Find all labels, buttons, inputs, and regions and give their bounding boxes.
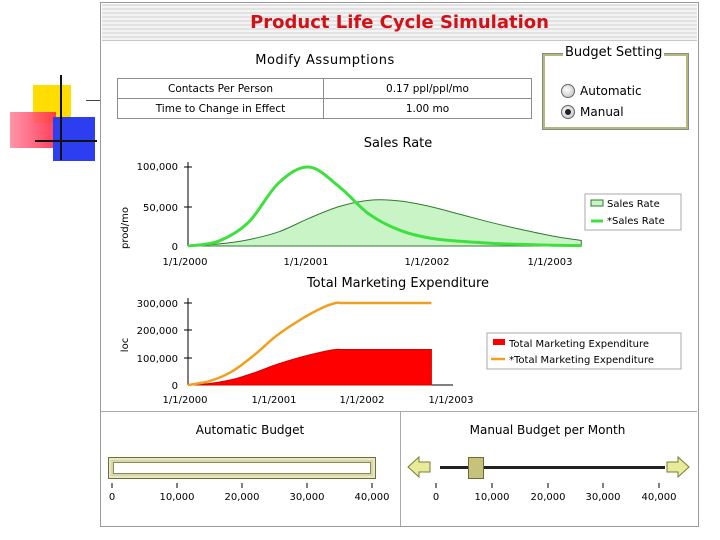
- automatic-budget-title: Automatic Budget: [195, 423, 305, 437]
- marketing-chart-ylabel: loc: [120, 338, 131, 352]
- legend-sales-rate: Sales Rate: [607, 199, 660, 210]
- marketing-expenditure-chart: Total Marketing Expenditure loc 300,000 …: [120, 276, 682, 406]
- radio-manual-indicator[interactable]: [561, 105, 575, 119]
- auto-tick-label: 10,000: [160, 492, 195, 503]
- auto-tick-label: 0: [109, 492, 115, 503]
- decrease-arrow-icon[interactable]: [407, 456, 431, 478]
- assumptions-title: Modify Assumptions: [255, 53, 395, 68]
- legend-star-sales-rate: *Sales Rate: [607, 216, 665, 227]
- automatic-budget-bar-fill: [113, 462, 371, 474]
- bottom-center-divider: [400, 411, 401, 526]
- marketing-xtick-label: 1/1/2002: [340, 395, 385, 406]
- decor-vertical-line: [60, 75, 62, 160]
- radio-automatic-label: Automatic: [580, 84, 642, 98]
- sales-xtick-label: 1/1/2003: [528, 257, 573, 268]
- sales-rate-chart: Sales Rate prod/mo 100,000 50,000 0 1/1/…: [120, 136, 682, 268]
- manual-budget-title: Manual Budget per Month: [469, 423, 626, 437]
- total-marketing-area: [187, 348, 432, 386]
- star-sales-rate-line: [187, 165, 582, 248]
- decor-red-square: [10, 112, 56, 148]
- legend-star-total-marketing: *Total Marketing Expenditure: [509, 355, 654, 366]
- title-bar: Product Life Cycle Simulation: [102, 4, 697, 41]
- bottom-divider: [101, 411, 697, 412]
- star-total-marketing-line: [187, 301, 432, 387]
- radio-manual[interactable]: Manual: [561, 105, 624, 119]
- automatic-budget-bar[interactable]: [108, 457, 376, 479]
- assumption-label-contacts: Contacts Per Person: [117, 78, 324, 99]
- assumption-label-time: Time to Change in Effect: [117, 98, 324, 119]
- sales-ytick-label: 50,000: [143, 203, 178, 214]
- sales-ytick-label: 100,000: [137, 162, 178, 173]
- manual-budget-track[interactable]: [440, 466, 665, 469]
- sales-xtick-label: 1/1/2002: [405, 257, 450, 268]
- radio-automatic[interactable]: Automatic: [561, 84, 642, 98]
- radio-automatic-indicator[interactable]: [561, 84, 575, 98]
- auto-tick-label: 20,000: [225, 492, 260, 503]
- manual-tick-label: 20,000: [531, 492, 566, 503]
- sales-xtick-label: 1/1/2000: [163, 257, 208, 268]
- marketing-ytick-label: 200,000: [137, 326, 178, 337]
- sales-legend: Sales Rate *Sales Rate: [584, 193, 682, 231]
- marketing-ytick-label: 100,000: [137, 354, 178, 365]
- assumption-row-time: Time to Change in Effect 1.00 mo: [117, 98, 532, 119]
- auto-tick-label: 40,000: [355, 492, 390, 503]
- legend-swatch-sales-rate: [590, 199, 604, 207]
- assumption-row-contacts: Contacts Per Person 0.17 ppl/ppl/mo: [117, 78, 532, 99]
- sales-ytick-label: 0: [172, 242, 178, 253]
- marketing-xtick-label: 1/1/2003: [429, 395, 474, 406]
- budget-setting-group: Budget Setting Automatic Manual: [542, 45, 689, 130]
- manual-tick-label: 10,000: [475, 492, 510, 503]
- legend-total-marketing: Total Marketing Expenditure: [508, 339, 649, 350]
- sales-xtick-label: 1/1/2001: [284, 257, 329, 268]
- marketing-ytick-label: 300,000: [137, 299, 178, 310]
- assumptions-table: Contacts Per Person 0.17 ppl/ppl/mo Time…: [117, 78, 532, 119]
- marketing-chart-title: Total Marketing Expenditure: [306, 276, 489, 291]
- budget-setting-title: Budget Setting: [563, 45, 665, 60]
- manual-budget-thumb[interactable]: [468, 457, 485, 479]
- app-title: Product Life Cycle Simulation: [250, 12, 549, 33]
- auto-tick-label: 30,000: [290, 492, 325, 503]
- assumption-value-contacts[interactable]: 0.17 ppl/ppl/mo: [323, 78, 532, 99]
- manual-tick-label: 0: [433, 492, 439, 503]
- increase-arrow-icon[interactable]: [666, 456, 690, 478]
- sales-chart-ylabel: prod/mo: [120, 207, 131, 249]
- assumption-value-time[interactable]: 1.00 mo: [323, 98, 532, 119]
- marketing-ytick-label: 0: [172, 381, 178, 392]
- marketing-xtick-label: 1/1/2001: [252, 395, 297, 406]
- manual-tick-label: 30,000: [586, 492, 621, 503]
- legend-swatch-total-marketing: [493, 339, 505, 345]
- decor-horizontal-line: [35, 140, 97, 142]
- marketing-xtick-label: 1/1/2000: [163, 395, 208, 406]
- manual-tick-label: 40,000: [642, 492, 677, 503]
- budget-axes: 0 10,000 20,000 30,000 40,000 0 10,000 2…: [109, 483, 677, 503]
- radio-manual-label: Manual: [580, 105, 624, 119]
- marketing-legend: Total Marketing Expenditure *Total Marke…: [486, 332, 682, 370]
- sales-chart-title: Sales Rate: [364, 136, 433, 151]
- decor-divider-line: [86, 100, 102, 101]
